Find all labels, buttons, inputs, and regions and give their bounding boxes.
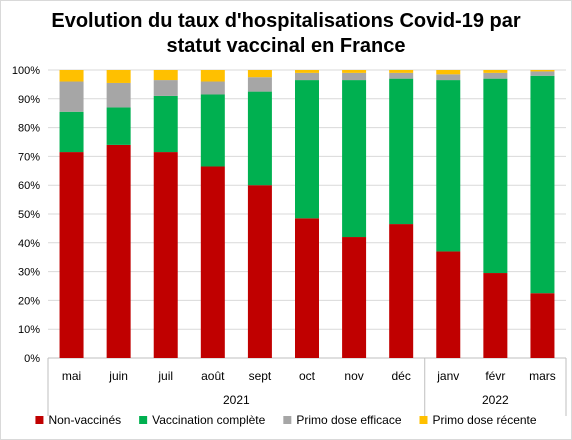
- chart-title-line-2: statut vaccinal en France: [166, 35, 406, 57]
- legend-swatch: [283, 416, 292, 424]
- y-tick-label: 40%: [18, 238, 40, 250]
- bar-segment: [247, 185, 272, 358]
- bar-segment: [389, 72, 414, 79]
- bar-segment: [200, 94, 225, 167]
- bar-segment: [295, 80, 319, 219]
- bar-segment: [200, 70, 225, 82]
- legend-label: Non-vaccinés: [48, 413, 121, 427]
- bar-segment: [389, 78, 414, 225]
- x-tick-label: juin: [108, 369, 128, 383]
- x-tick-label: juil: [157, 369, 173, 383]
- legend-swatch: [419, 416, 428, 424]
- legend-label: Primo dose efficace: [296, 413, 401, 427]
- legend-label: Primo dose récente: [433, 413, 537, 427]
- bar-segment: [153, 152, 178, 358]
- bar-segment: [247, 70, 272, 78]
- bar-segment: [153, 70, 178, 81]
- bar-segment: [389, 224, 414, 358]
- bar-segment: [295, 72, 319, 81]
- y-tick-label: 30%: [18, 267, 40, 279]
- bar-segment: [342, 80, 367, 238]
- bar-segment: [436, 251, 461, 358]
- legend-swatch: [139, 416, 148, 424]
- bar-segment: [483, 70, 508, 73]
- bar-segment: [530, 75, 555, 294]
- y-tick-label: 60%: [18, 180, 40, 192]
- bar-segment: [247, 91, 272, 186]
- x-tick-label: sept: [249, 369, 272, 383]
- bar-segment: [59, 70, 84, 82]
- bar-segment: [200, 81, 225, 95]
- y-tick-label: 10%: [18, 324, 40, 336]
- legend-label: Vaccination complète: [152, 413, 266, 427]
- bar-segment: [153, 95, 178, 153]
- bar-segment: [106, 107, 131, 145]
- y-tick-label: 0%: [24, 353, 40, 365]
- x-tick-label: oct: [299, 369, 316, 383]
- x-tick-label: mars: [529, 369, 556, 383]
- x-tick-label: mai: [62, 369, 81, 383]
- bar-segment: [200, 166, 225, 358]
- x-group-label: 2022: [482, 393, 509, 407]
- bar-segment: [59, 111, 84, 153]
- bar-segment: [342, 72, 367, 81]
- bar-segment: [59, 152, 84, 358]
- x-tick-label: janv: [436, 369, 459, 383]
- x-tick-label: déc: [392, 369, 411, 383]
- bar-segment: [530, 71, 555, 76]
- x-group-label: 2021: [223, 393, 250, 407]
- y-tick-label: 90%: [18, 94, 40, 106]
- y-tick-label: 70%: [18, 151, 40, 163]
- bar-segment: [436, 74, 461, 81]
- y-tick-label: 100%: [12, 65, 40, 77]
- x-tick-label: févr: [485, 369, 505, 383]
- bar-segment: [436, 80, 461, 252]
- chart-title-line-1: Evolution du taux d'hospitalisations Cov…: [51, 10, 521, 32]
- bar-segment: [389, 70, 414, 73]
- bar-segment: [436, 70, 461, 75]
- bar-segment: [153, 80, 178, 96]
- bar-segment: [530, 70, 555, 72]
- bar-segment: [295, 218, 319, 358]
- bar-segment: [247, 77, 272, 92]
- y-tick-label: 20%: [18, 295, 40, 307]
- x-tick-label: août: [201, 369, 225, 383]
- bar-segment: [106, 144, 131, 358]
- bar-segment: [530, 293, 555, 358]
- bar-segment: [106, 70, 131, 83]
- x-tick-label: nov: [344, 369, 363, 383]
- bar-segment: [483, 78, 508, 274]
- bar-segment: [483, 72, 508, 79]
- bar-segment: [295, 70, 319, 73]
- legend-swatch: [35, 416, 44, 424]
- bar-segment: [483, 273, 508, 358]
- y-tick-label: 80%: [18, 123, 40, 135]
- bar-segment: [342, 237, 367, 358]
- bar-segment: [59, 81, 84, 112]
- y-tick-label: 50%: [18, 209, 40, 221]
- bar-segment: [342, 70, 367, 73]
- bar-segment: [106, 82, 131, 108]
